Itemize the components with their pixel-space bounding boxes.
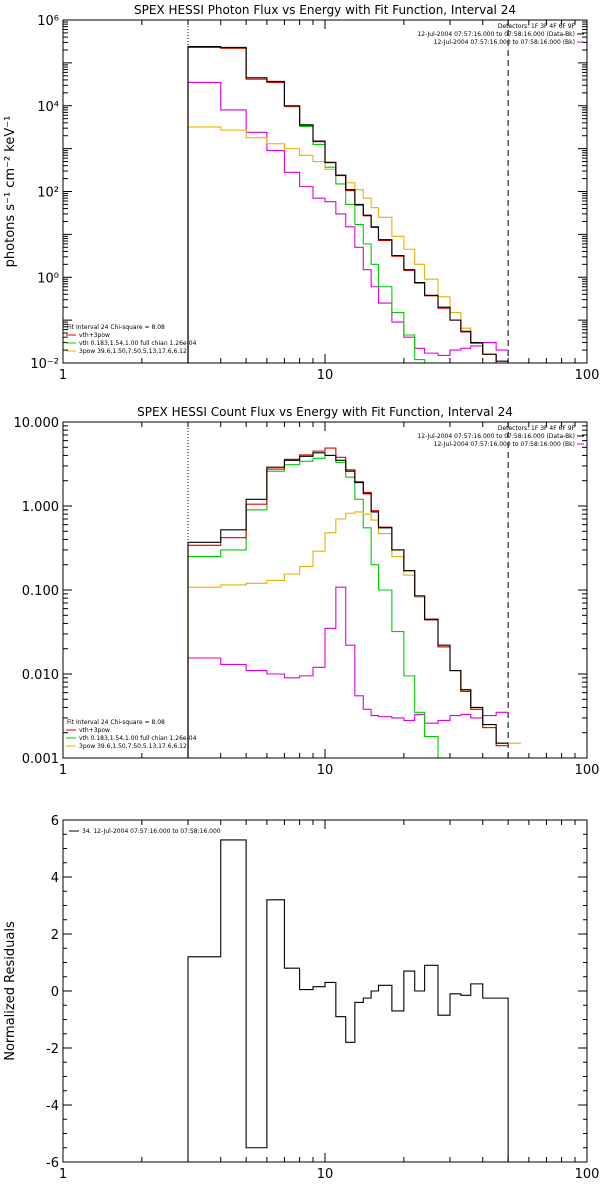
chart-panel-2: SPEX HESSI Count Flux vs Energy with Fit…: [14, 405, 600, 778]
series-line-3pow: [187, 126, 509, 363]
y-tick-label: 1.000: [22, 500, 59, 515]
plot-frame: [62, 421, 588, 759]
y-tick-label: 10²: [37, 186, 59, 201]
series-line-data: [187, 452, 509, 758]
x-tick-label: 10: [317, 1167, 334, 1182]
legend-top-right-item: 12-Jul-2004 07:57:16.000 to 07:58:16.000…: [417, 31, 575, 38]
series-line-vth: [187, 454, 439, 758]
legend-top-right-item: 12-Jul-2004 07:57:16.000 to 07:58:16.000…: [417, 433, 575, 440]
x-tick-label: 1: [59, 368, 67, 383]
plot-frame: [62, 819, 588, 1163]
legend-top-right-item: Detectors: 1F 3F 4F 6F 9F: [498, 23, 576, 30]
legend-bottom-left-item: vth 0.183,1.54,1.00 full chian 1.26e-04: [79, 340, 197, 347]
series-line-vth-3pow: [187, 46, 509, 363]
legend-top-right-item: Detectors: 1F 3F 4F 6F 9F: [498, 425, 576, 432]
y-tick-label: 2: [51, 928, 59, 943]
chart-panel-1: SPEX HESSI Photon Flux vs Energy with Fi…: [3, 3, 600, 383]
y-tick-label: 10⁴: [37, 100, 59, 115]
legend-bottom-left-item: vth+3pow: [79, 332, 110, 339]
y-tick-label: 0.001: [22, 752, 59, 767]
legend-top-right-item: 12-Jul-2004 07:57:16.000 to 07:58:16.000…: [434, 39, 575, 46]
legend-bottom-left-item: vth+3pow: [79, 727, 110, 734]
y-tick-label: -4: [46, 1099, 59, 1114]
series-line-34-12-jul-2004-07-57-16-000-to-07-58-16-000: [187, 839, 509, 1162]
y-tick-label: 0.010: [22, 668, 59, 683]
x-tick-label: 1: [59, 763, 67, 778]
y-tick-label: 6: [51, 814, 59, 829]
series-line-bk: [187, 586, 509, 758]
x-tick-label: 100: [575, 763, 600, 778]
legend-bottom-left-item: Fit Interval 24 Chi-square = 8.08: [67, 719, 165, 726]
series-line-data: [187, 46, 509, 363]
y-tick-label: 0.100: [22, 584, 59, 599]
legend-bottom-left-item: Fit Interval 24 Chi-square = 8.08: [67, 324, 165, 331]
chart-title: SPEX HESSI Count Flux vs Energy with Fit…: [137, 405, 513, 419]
x-tick-label: 1: [59, 1167, 67, 1182]
series-line-vth-3pow: [187, 447, 509, 758]
y-tick-label: -6: [46, 1156, 59, 1171]
chart-panel-3: 1 10 100 -6 -4 -2 0 2 4 6 Normalized Residuals 34. …: [3, 814, 599, 1182]
series-line-3pow: [187, 511, 522, 758]
series-line-bk: [187, 81, 509, 363]
y-tick-label: 10⁻²: [30, 357, 59, 372]
y-axis-label: Normalized Residuals: [3, 921, 18, 1061]
y-tick-label: 10⁶: [37, 14, 59, 29]
y-tick-label: 10.000: [14, 416, 60, 431]
plot-frame: [62, 19, 588, 364]
x-tick-label: 10: [317, 763, 334, 778]
legend-bottom-left-item: 3pow 39.6,1.50,7.50,5.13,17.6,6.12: [79, 743, 187, 750]
x-tick-label: 100: [575, 368, 600, 383]
legend-bottom-left-item: 3pow 39.6,1.50,7.50,5.13,17.6,6.12: [79, 348, 187, 355]
legend-top-right-item: 12-Jul-2004 07:57:16.000 to 07:58:16.000…: [434, 441, 575, 448]
y-tick-label: -2: [46, 1042, 59, 1057]
series-line-vth: [187, 46, 426, 363]
legend-bottom-left-item: vth 0.183,1.54,1.00 full chian 1.26e-04: [79, 735, 197, 742]
y-tick-label: 0: [51, 985, 59, 1000]
y-tick-label: 4: [51, 871, 59, 886]
x-tick-label: 10: [317, 368, 334, 383]
y-tick-label: 10⁰: [37, 271, 59, 286]
x-tick-label: 100: [575, 1167, 600, 1182]
y-axis-label: photons s⁻¹ cm⁻² keV⁻¹: [3, 116, 18, 268]
legend-top-left-item: 34. 12-Jul-2004 07:57:16.000 to 07:58:16…: [82, 828, 221, 835]
chart-title: SPEX HESSI Photon Flux vs Energy with Fi…: [134, 3, 516, 17]
